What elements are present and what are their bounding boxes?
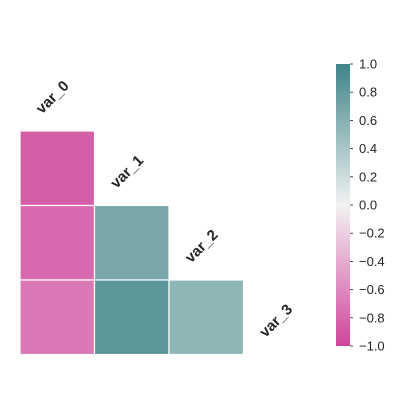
colorbar-tick-label-0: 1.0 [359, 57, 377, 72]
heatmap-cell-2-0 [20, 206, 95, 281]
heatmap-cell-3-0 [20, 280, 95, 355]
variable-label-2: var_2 [182, 227, 222, 267]
heatmap-cell-1-0 [20, 131, 95, 206]
variable-label-1: var_1 [107, 152, 147, 192]
colorbar-tick-label-9: −0.8 [359, 310, 385, 325]
variable-label-0: var_0 [33, 78, 73, 118]
colorbar-tick-label-1: 0.8 [359, 85, 377, 100]
colorbar-tick-label-10: −1.0 [359, 339, 385, 354]
heatmap-cell-3-1 [95, 280, 170, 355]
colorbar-tick-label-4: 0.2 [359, 169, 377, 184]
heatmap-cell-3-2 [169, 280, 244, 355]
colorbar-tick-label-3: 0.4 [359, 141, 377, 156]
colorbar-tick-label-7: −0.4 [359, 254, 385, 269]
colorbar-ticks: 1.0 0.8 0.6 0.4 0.2 0.0 −0.2 −0.4 −0.6 −0.8 −1.0 [350, 57, 385, 354]
colorbar-tick-label-5: 0.0 [359, 198, 377, 213]
variable-label-3: var_3 [256, 301, 296, 341]
colorbar-tick-label-2: 0.6 [359, 113, 377, 128]
colorbar-tick-label-6: −0.2 [359, 226, 385, 241]
colorbar [336, 64, 350, 346]
heatmap-cell-2-1 [95, 206, 170, 281]
colorbar-tick-label-8: −0.6 [359, 282, 385, 297]
colorbar-gradient [336, 64, 350, 346]
